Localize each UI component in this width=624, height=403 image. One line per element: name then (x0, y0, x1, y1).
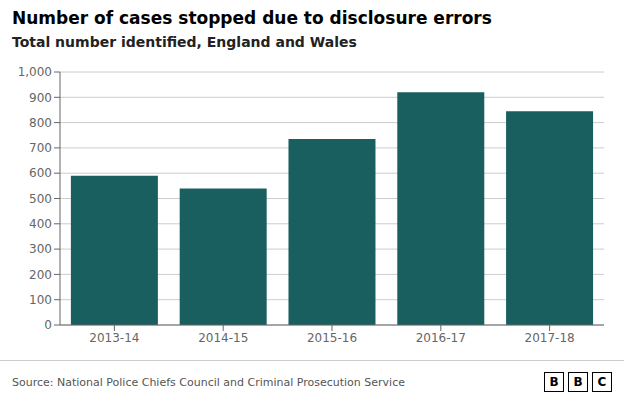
svg-text:700: 700 (29, 141, 52, 155)
svg-text:300: 300 (29, 242, 52, 256)
html-text:B: B (573, 375, 583, 389)
svg-text:2016-17: 2016-17 (416, 331, 466, 345)
html-text:B: B (549, 375, 559, 389)
svg-text:200: 200 (29, 268, 52, 282)
svg-text:800: 800 (29, 116, 52, 130)
svg-text:1,000: 1,000 (18, 65, 52, 79)
html-text:Number of cases stopped due to: Number of cases stopped due to disclosur… (12, 8, 492, 28)
svg-text:500: 500 (29, 192, 52, 206)
svg-text:2015-16: 2015-16 (307, 331, 357, 345)
svg-text:900: 900 (29, 91, 52, 105)
svg-text:2013-14: 2013-14 (89, 331, 139, 345)
html-text:Source: National Police Chiefs: Source: National Police Chiefs Council a… (12, 375, 405, 389)
svg-text:400: 400 (29, 217, 52, 231)
svg-text:600: 600 (29, 166, 52, 180)
svg-text:2017-18: 2017-18 (525, 331, 575, 345)
svg-text:2014-15: 2014-15 (198, 331, 248, 345)
svg-text:0: 0 (44, 318, 52, 332)
svg-text:100: 100 (29, 293, 52, 307)
html-text:Total number identified, Engla: Total number identified, England and Wal… (12, 34, 357, 50)
html-text:C: C (597, 375, 607, 389)
